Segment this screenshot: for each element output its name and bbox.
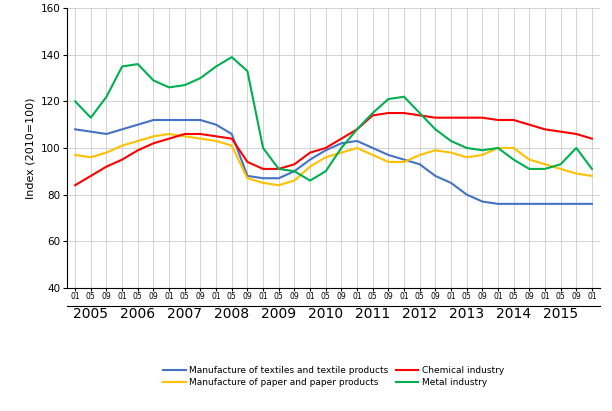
Y-axis label: Index (2010=100): Index (2010=100) (25, 97, 35, 199)
Legend: Manufacture of textiles and textile products, Manufacture of paper and paper pro: Manufacture of textiles and textile prod… (159, 362, 508, 391)
